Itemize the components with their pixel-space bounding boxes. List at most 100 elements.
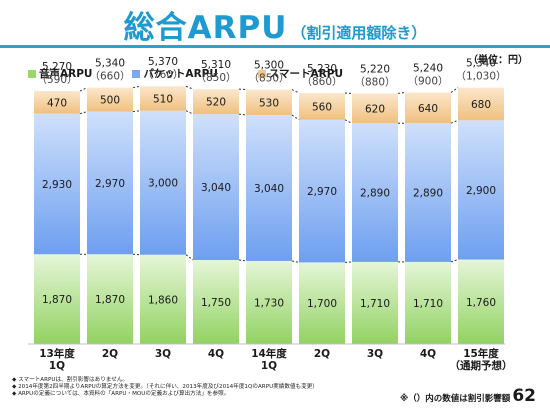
bar-smart-1 [34, 91, 80, 114]
connector-packet-1 [79, 111, 88, 115]
value-label-packet-1: 2,930 [42, 179, 72, 191]
bar-packet-8 [405, 123, 451, 262]
connector-voice-4 [238, 259, 247, 262]
legend-label-packet: パケットARPU [143, 68, 218, 80]
bar-packet-3 [140, 110, 186, 255]
bar-packet-7 [352, 123, 398, 262]
value-label-smart-1: 470 [47, 97, 67, 109]
value-label-smart-9: 680 [471, 99, 491, 111]
x-tick-label-9-2: （通期予想） [450, 359, 513, 372]
discount-label-8: （900） [407, 75, 448, 87]
bar-voice-9 [458, 259, 504, 344]
x-tick-label-9-1: 15年度 [463, 347, 499, 360]
footnote-1: ◆ スマートARPUは、割引影響はありません。 [12, 377, 129, 383]
value-label-voice-2: 1,870 [95, 294, 125, 306]
connector-smart-5 [291, 89, 300, 94]
total-label-4: 5,310 [201, 59, 231, 71]
discount-label-2: （660） [89, 71, 130, 83]
value-label-voice-1: 1,870 [42, 294, 72, 306]
bar-smart-2 [87, 87, 133, 112]
legend-swatch-smart [257, 69, 266, 78]
title-row: 総合ARPU （割引適用額除き） [0, 2, 550, 47]
bar-smart-8 [405, 92, 451, 124]
value-label-smart-3: 510 [153, 93, 173, 105]
connector-packet-8 [450, 119, 459, 124]
discount-label-9: （1,030） [455, 71, 506, 83]
connector-smart-1 [79, 87, 88, 92]
bar-packet-6 [299, 119, 345, 263]
value-label-smart-2: 500 [100, 95, 120, 107]
discount-note: ※（）内の数値は割引影響額 [400, 394, 511, 404]
bar-voice-8 [405, 261, 451, 344]
discount-label-3: （760） [142, 69, 183, 81]
connector-smart-7 [397, 91, 406, 94]
connector-smart-8 [450, 87, 459, 93]
bar-packet-2 [87, 111, 133, 255]
connector-voice-5 [291, 260, 300, 263]
bar-packet-5 [246, 115, 292, 261]
discount-label-1: （590） [36, 74, 77, 86]
x-tick-label-6-1: 2Q [314, 348, 330, 360]
value-label-packet-6: 2,970 [307, 186, 337, 198]
x-tick-label-4-1: 4Q [208, 348, 224, 360]
value-label-packet-5: 3,040 [254, 183, 284, 195]
total-label-9: 5,340 [466, 58, 496, 70]
bar-voice-1 [34, 254, 80, 344]
connector-voice-8 [450, 259, 459, 263]
connector-packet-2 [132, 110, 141, 113]
x-tick-label-1-1: 13年度 [39, 347, 75, 360]
value-label-voice-7: 1,710 [360, 298, 390, 310]
connector-packet-4 [238, 113, 247, 116]
x-tick-label-7-1: 3Q [367, 348, 383, 360]
connector-packet-6 [344, 119, 353, 124]
legend-swatch-packet [132, 69, 141, 78]
value-label-voice-3: 1,860 [148, 294, 178, 306]
value-label-packet-9: 2,900 [466, 185, 496, 197]
discount-label-5: （850） [248, 73, 289, 85]
value-label-packet-8: 2,890 [413, 188, 443, 200]
value-label-smart-7: 620 [365, 103, 385, 115]
total-label-1: 5,270 [42, 61, 72, 73]
value-label-packet-4: 3,040 [201, 182, 231, 194]
x-tick-label-1-2: 1Q [49, 360, 65, 372]
bar-smart-5 [246, 89, 292, 116]
x-tick-label-2-1: 2Q [102, 348, 118, 360]
page-subtitle: （割引適用額除き） [291, 24, 427, 42]
connector-smart-2 [132, 85, 141, 89]
legend-label-smart: スマートARPU [268, 68, 343, 80]
connector-voice-3 [185, 254, 194, 261]
legend-item-voice: 音声ARPU [28, 66, 92, 81]
value-label-packet-2: 2,970 [95, 178, 125, 190]
x-tick-label-8-1: 4Q [420, 348, 436, 360]
total-label-3: 5,370 [148, 56, 178, 68]
value-label-smart-8: 640 [418, 103, 438, 115]
x-tick-label-5-2: 1Q [261, 360, 277, 372]
legend-label-voice: 音声ARPU [39, 68, 93, 80]
x-tick-label-5-1: 14年度 [251, 347, 287, 360]
legend-item-smart: スマートARPU [257, 66, 343, 81]
page-title: 総合ARPU [123, 10, 288, 46]
legend-item-packet: パケットARPU [132, 66, 218, 81]
page-number: 62 [512, 386, 536, 406]
bar-voice-3 [140, 254, 186, 344]
discount-label-6: （860） [301, 76, 342, 88]
total-label-8: 5,240 [413, 62, 443, 74]
chart-legend: 音声ARPU パケットARPU スマートARPU [28, 66, 343, 81]
footnote-3: ◆ ARPUの定義については、本資料の「ARPU・MOUの定義および算出方法」を… [12, 391, 230, 398]
bar-smart-7 [352, 93, 398, 124]
bar-voice-5 [246, 260, 292, 344]
bar-smart-9 [458, 87, 504, 121]
discount-label-4: （850） [195, 72, 236, 84]
connector-packet-3 [185, 110, 194, 115]
value-label-packet-3: 3,000 [148, 178, 178, 190]
total-label-5: 5,300 [254, 60, 284, 72]
bar-smart-4 [193, 89, 239, 115]
value-label-voice-6: 1,700 [307, 298, 337, 310]
connector-packet-5 [291, 114, 300, 121]
bar-packet-1 [34, 113, 80, 255]
discount-label-7: （880） [354, 76, 395, 88]
value-label-packet-7: 2,890 [360, 188, 390, 200]
x-tick-label-3-1: 3Q [155, 348, 171, 360]
bar-voice-2 [87, 254, 133, 344]
